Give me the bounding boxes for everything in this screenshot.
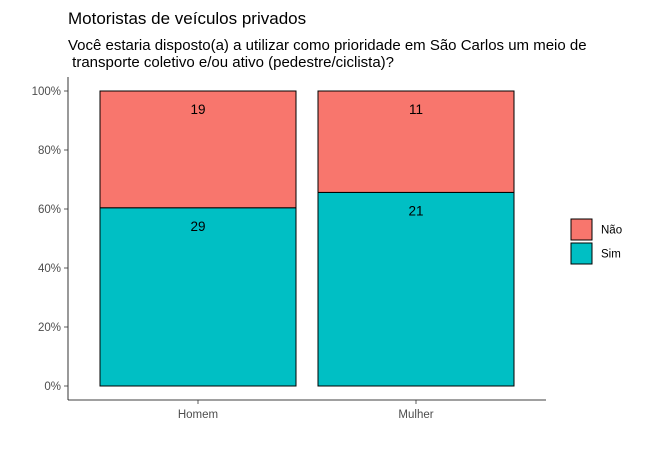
plot-area: 29 19 21 11: [99, 90, 515, 387]
x-tick-label-mulher: Mulher: [398, 409, 433, 421]
legend-label-sim: Sim: [601, 249, 621, 261]
bar-mulher-sim: [317, 191, 515, 387]
chart-subtitle-line-2: transporte coletivo e/ou ativo (pedestre…: [68, 54, 394, 71]
data-label-homem-sim: 29: [190, 219, 205, 234]
legend-label-nao: Não: [601, 225, 622, 237]
legend-key-sim: [570, 242, 593, 265]
bar-mulher-nao: [317, 90, 515, 193]
y-tick-label: 60%: [38, 204, 61, 216]
chart-title: Motoristas de veículos privados: [68, 9, 306, 28]
legend: Não Sim: [570, 218, 622, 265]
data-label-mulher-sim: 21: [408, 203, 423, 218]
x-axis: Homem Mulher: [178, 400, 434, 421]
chart-subtitle-line-1: Você estaria disposto(a) a utilizar como…: [68, 37, 587, 54]
bar-homem-nao: [99, 90, 297, 209]
bar-homem-sim: [99, 207, 297, 387]
y-axis: 0% 20% 40% 60% 80% 100%: [32, 86, 68, 393]
x-tick-label-homem: Homem: [178, 409, 218, 421]
y-tick-label: 40%: [38, 263, 61, 275]
data-label-mulher-nao: 11: [409, 102, 423, 117]
y-tick-label: 100%: [32, 86, 61, 98]
y-tick-label: 80%: [38, 145, 61, 157]
data-label-homem-nao: 19: [190, 102, 205, 117]
legend-key-nao: [570, 218, 593, 241]
y-tick-label: 0%: [44, 381, 61, 393]
y-tick-label: 20%: [38, 322, 61, 334]
